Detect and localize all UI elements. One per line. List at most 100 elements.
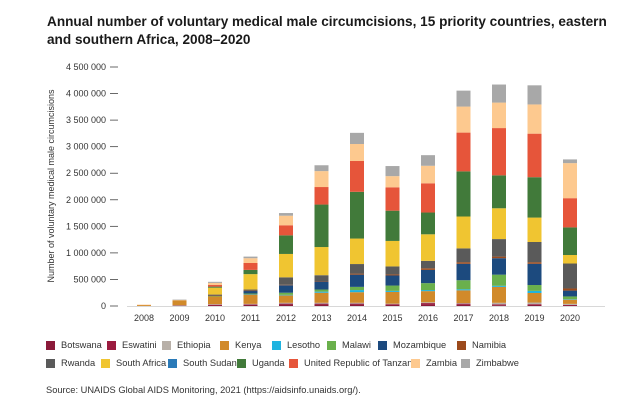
bar-stack-2014: [350, 132, 364, 306]
bar-segment-rwanda-2019: [527, 242, 542, 263]
legend-label: Namibia: [472, 340, 507, 350]
bar-segment-rwanda-2013: [314, 275, 329, 282]
bar-segment-zimbabwe-2018: [492, 84, 506, 103]
bar-segment-botswana-2014: [350, 304, 364, 306]
x-tick-label: 2013: [311, 313, 331, 323]
bar-segment-zambia-2016: [421, 165, 435, 184]
legend-item: Zimbabwe: [461, 358, 519, 368]
bar-segment-united-republic-of-tanzania-2013: [314, 187, 329, 205]
x-tick-label: 2015: [382, 313, 402, 323]
bar-segment-kenya-2015: [385, 291, 400, 304]
y-tick-label: 3 000 000: [66, 142, 106, 152]
bar-segment-malawi-2015: [385, 285, 400, 291]
bar-segment-namibia-2011: [243, 290, 258, 292]
bar-segment-malawi-2011: [243, 293, 258, 295]
bar-segment-south-africa-2017: [456, 216, 471, 249]
bar-segment-zimbabwe-2009: [172, 299, 187, 301]
x-tick-label: 2011: [241, 313, 260, 323]
bar-segment-malawi-2017: [456, 280, 471, 290]
bar-segment-lesotho-2017: [456, 289, 471, 291]
legend-item: Ethiopia: [162, 340, 211, 350]
bar-segment-malawi-2012: [279, 292, 293, 295]
x-tick-label: 2012: [276, 313, 296, 323]
bar-segment-kenya-2011: [243, 294, 258, 304]
legend-swatch: [162, 340, 171, 350]
legend-label: Lesotho: [287, 340, 321, 350]
bar-segment-lesotho-2014: [350, 290, 364, 293]
bar-segment-botswana-2009: [172, 305, 187, 307]
bar-segment-south-africa-2010: [208, 287, 222, 295]
legend-item: Kenya: [220, 340, 261, 350]
bar-segment-eswatini-2009: [172, 305, 187, 306]
bar-segment-rwanda-2017: [456, 248, 471, 263]
legend-swatch: [457, 340, 466, 350]
source-note: Source: UNAIDS Global AIDS Monitoring, 2…: [46, 385, 361, 395]
bar-segment-rwanda-2010: [208, 294, 222, 296]
bar-segment-zambia-2015: [385, 176, 400, 188]
bar-segment-ethiopia-2013: [314, 302, 329, 304]
bar-segment-mozambique-2020: [563, 290, 577, 297]
bar-segment-united-republic-of-tanzania-2019: [527, 133, 542, 178]
x-tick-label: 2017: [453, 313, 473, 323]
legend-item: Malawi: [327, 340, 371, 350]
bar-segment-kenya-2008: [137, 304, 151, 306]
bar-segment-namibia-2014: [350, 273, 364, 275]
legend-item: South Africa: [101, 358, 166, 368]
y-tick-label: 1 500 000: [66, 221, 106, 231]
legend-swatch: [168, 358, 177, 368]
bar-segment-united-republic-of-tanzania-2018: [492, 128, 506, 176]
bar-segment-zambia-2013: [314, 171, 329, 188]
legend-swatch: [46, 358, 55, 368]
y-axis-label: Number of voluntary medical male circumc…: [46, 89, 56, 283]
bar-segment-botswana-2015: [385, 304, 400, 306]
legend-item: Mozambique: [378, 340, 446, 350]
bar-stack-2011: [243, 256, 258, 306]
bar-segment-eswatini-2011: [243, 304, 258, 305]
bar-segment-eswatini-2010: [208, 304, 222, 306]
bar-segment-south-africa-2015: [385, 240, 400, 267]
bar-segment-zimbabwe-2010: [208, 281, 222, 283]
bar-segment-uganda-2015: [385, 210, 400, 241]
bar-stack-2013: [314, 165, 329, 306]
legend-label: Eswatini: [122, 340, 157, 350]
bar-segment-zambia-2014: [350, 144, 364, 162]
bar-segment-zimbabwe-2014: [350, 132, 364, 145]
legend-item: Eswatini: [107, 340, 157, 350]
bar-segment-botswana-2020: [563, 305, 577, 306]
bar-segment-uganda-2012: [279, 235, 293, 254]
x-tick-label: 2020: [560, 313, 580, 323]
bar-stack-2008: [137, 304, 151, 306]
bar-segment-ethiopia-2012: [279, 302, 293, 304]
y-axis: 0 500 000 1 000 000 1 500 000 2 000 000 2 500…: [66, 62, 118, 311]
bar-segment-eswatini-2014: [350, 303, 364, 305]
bar-segment-eswatini-2013: [314, 303, 329, 305]
bar-segment-lesotho-2011: [243, 294, 258, 295]
bar-segment-united-republic-of-tanzania-2010: [208, 285, 222, 287]
bar-segment-uganda-2020: [563, 227, 577, 256]
bar-segment-south-africa-2014: [350, 238, 364, 265]
bar-segment-zambia-2008: [137, 304, 151, 306]
bar-segment-namibia-2012: [279, 284, 293, 286]
legend-swatch: [411, 358, 420, 368]
bar-segment-botswana-2019: [527, 304, 542, 306]
bar-segment-south-africa-2019: [527, 217, 542, 243]
legend-label: Malawi: [342, 340, 371, 350]
bar-segment-namibia-2013: [314, 281, 329, 282]
bar-segment-botswana-2017: [456, 304, 471, 306]
bar-segment-rwanda-2016: [421, 260, 435, 269]
bar-segment-eswatini-2015: [385, 304, 400, 305]
bar-segment-lesotho-2019: [527, 290, 542, 293]
bar-segment-uganda-2011: [243, 269, 258, 275]
x-axis: 2008 2009 2010 2011 2012 2013 2014 2015 2016 2017…: [134, 313, 580, 323]
bar-segment-united-republic-of-tanzania-2014: [350, 161, 364, 192]
bar-stack-2009: [172, 299, 187, 307]
legend-item: South Sudan: [168, 358, 237, 368]
bar-segment-mozambique-2011: [243, 290, 258, 294]
y-tick-label: 1 000 000: [66, 248, 106, 258]
legend-swatch: [461, 358, 470, 368]
bar-segment-malawi-2020: [563, 296, 577, 300]
bar-segment-kenya-2018: [492, 286, 506, 303]
bar-segment-zimbabwe-2019: [527, 85, 542, 105]
y-tick-label: 4 000 000: [66, 89, 106, 99]
legend-label: Zimbabwe: [476, 358, 519, 368]
